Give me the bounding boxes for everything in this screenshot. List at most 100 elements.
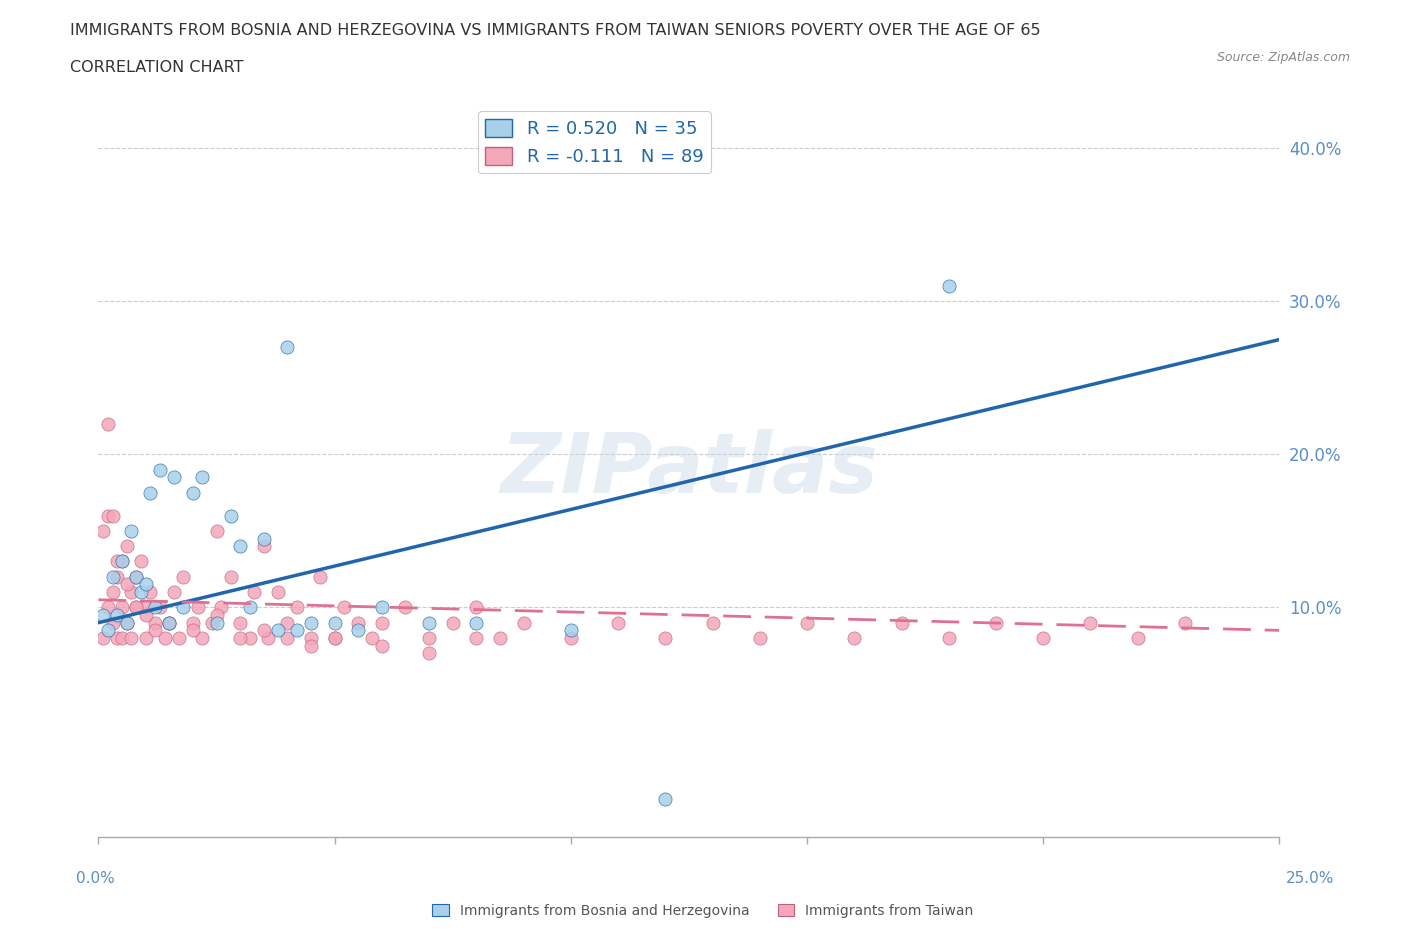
- Point: [101, 569, 124, 584]
- Point: [323, 631, 346, 645]
- Point: [91, 631, 114, 645]
- Point: [105, 607, 128, 622]
- Point: [135, 600, 157, 615]
- Point: [163, 470, 186, 485]
- Point: [172, 600, 194, 615]
- Point: [441, 616, 464, 631]
- Point: [243, 585, 266, 600]
- Point: [115, 616, 138, 631]
- Point: [796, 616, 818, 631]
- Point: [111, 631, 134, 645]
- Point: [890, 616, 912, 631]
- Point: [121, 524, 143, 538]
- Point: [371, 616, 394, 631]
- Point: [139, 585, 162, 600]
- Point: [239, 631, 262, 645]
- Legend: Immigrants from Bosnia and Herzegovina, Immigrants from Taiwan: Immigrants from Bosnia and Herzegovina, …: [427, 898, 979, 923]
- Point: [276, 616, 298, 631]
- Point: [143, 616, 166, 631]
- Point: [91, 607, 114, 622]
- Point: [157, 616, 180, 631]
- Point: [125, 600, 148, 615]
- Point: [267, 623, 290, 638]
- Point: [347, 623, 370, 638]
- Point: [115, 616, 138, 631]
- Point: [181, 623, 204, 638]
- Point: [1080, 616, 1102, 631]
- Point: [105, 631, 128, 645]
- Point: [187, 600, 209, 615]
- Text: ZIPatlas: ZIPatlas: [501, 429, 877, 511]
- Point: [143, 623, 166, 638]
- Point: [607, 616, 630, 631]
- Point: [97, 508, 120, 523]
- Point: [333, 600, 356, 615]
- Point: [465, 600, 488, 615]
- Point: [143, 600, 166, 615]
- Point: [560, 623, 582, 638]
- Point: [135, 577, 157, 591]
- Point: [219, 569, 242, 584]
- Point: [129, 554, 152, 569]
- Point: [309, 569, 332, 584]
- Point: [229, 538, 252, 553]
- Point: [239, 600, 262, 615]
- Point: [129, 585, 152, 600]
- Point: [201, 616, 224, 631]
- Point: [371, 638, 394, 653]
- Point: [205, 616, 228, 631]
- Text: IMMIGRANTS FROM BOSNIA AND HERZEGOVINA VS IMMIGRANTS FROM TAIWAN SENIORS POVERTY: IMMIGRANTS FROM BOSNIA AND HERZEGOVINA V…: [70, 23, 1040, 38]
- Point: [253, 538, 276, 553]
- Point: [465, 631, 488, 645]
- Point: [163, 585, 186, 600]
- Point: [125, 569, 148, 584]
- Legend: R = 0.520   N = 35, R = -0.111   N = 89: R = 0.520 N = 35, R = -0.111 N = 89: [478, 112, 711, 174]
- Point: [1126, 631, 1149, 645]
- Point: [205, 524, 228, 538]
- Point: [153, 631, 176, 645]
- Point: [1174, 616, 1197, 631]
- Point: [276, 339, 298, 354]
- Point: [267, 585, 290, 600]
- Point: [229, 616, 252, 631]
- Point: [172, 569, 194, 584]
- Point: [219, 508, 242, 523]
- Point: [1032, 631, 1054, 645]
- Point: [276, 631, 298, 645]
- Point: [299, 631, 322, 645]
- Point: [91, 524, 114, 538]
- Point: [938, 631, 960, 645]
- Point: [105, 569, 128, 584]
- Point: [125, 600, 148, 615]
- Point: [209, 600, 232, 615]
- Point: [191, 631, 214, 645]
- Point: [844, 631, 866, 645]
- Point: [121, 631, 143, 645]
- Point: [115, 538, 138, 553]
- Point: [253, 623, 276, 638]
- Point: [157, 616, 180, 631]
- Point: [299, 616, 322, 631]
- Point: [654, 631, 676, 645]
- Point: [111, 600, 134, 615]
- Point: [938, 279, 960, 294]
- Point: [465, 616, 488, 631]
- Point: [347, 616, 370, 631]
- Point: [135, 631, 157, 645]
- Point: [702, 616, 724, 631]
- Point: [105, 554, 128, 569]
- Point: [257, 631, 280, 645]
- Point: [394, 600, 416, 615]
- Point: [371, 600, 394, 615]
- Point: [101, 616, 124, 631]
- Point: [418, 645, 440, 660]
- Point: [121, 585, 143, 600]
- Point: [111, 554, 134, 569]
- Point: [125, 569, 148, 584]
- Point: [111, 554, 134, 569]
- Text: 0.0%: 0.0%: [76, 871, 115, 886]
- Point: [361, 631, 384, 645]
- Point: [253, 531, 276, 546]
- Point: [97, 600, 120, 615]
- Point: [157, 616, 180, 631]
